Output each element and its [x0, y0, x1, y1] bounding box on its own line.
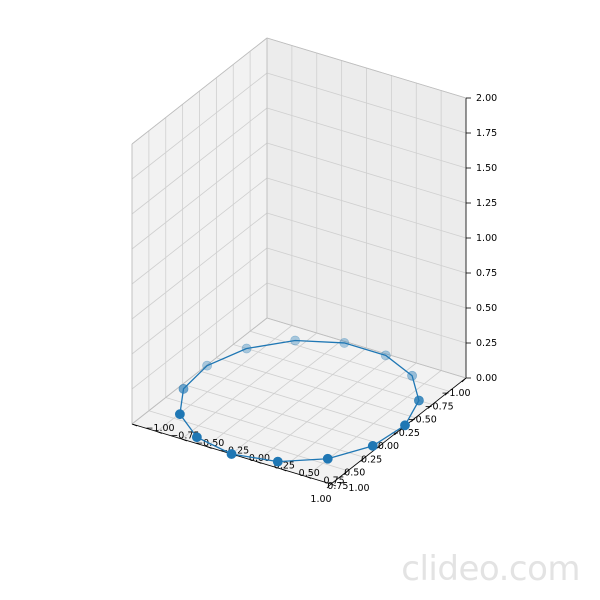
data-point: [339, 338, 350, 348]
x-tick: [461, 377, 467, 383]
grid-line: [182, 383, 382, 445]
z-tick-label: 1.50: [476, 163, 497, 174]
x-tick-label: 0.00: [378, 441, 399, 452]
grid-line: [165, 397, 365, 458]
grid-line: [131, 72, 268, 180]
data-point: [226, 449, 237, 459]
x-tick: [377, 443, 382, 449]
z-tick-label: 1.25: [476, 198, 497, 209]
grid-line: [231, 347, 367, 455]
x-tick: [394, 430, 399, 436]
x-tick-label: −1.00: [441, 388, 470, 399]
data-point: [191, 432, 202, 443]
pane-edge: [266, 37, 467, 99]
data-point: [380, 350, 391, 361]
y-tick: [181, 438, 187, 442]
x-tick-label: −0.25: [391, 428, 420, 439]
grid-line: [266, 107, 467, 169]
x-tick: [326, 483, 332, 489]
grid-line: [281, 362, 417, 470]
pane-edge: [131, 317, 268, 425]
plot-area: [174, 335, 424, 467]
x-tick-label: 0.25: [361, 454, 382, 465]
z-tick-label: 1.75: [476, 128, 497, 139]
data-point: [174, 409, 185, 420]
x-tick-label: −0.75: [425, 401, 454, 412]
z-tick-label: 0.50: [476, 303, 497, 314]
x-tick-label: 0.50: [344, 468, 365, 479]
z-tick-label: 0.75: [476, 268, 497, 279]
grid-line: [266, 72, 467, 134]
z-tick-label: 0.25: [476, 338, 497, 349]
x-tick: [427, 404, 433, 409]
x-tick: [343, 470, 349, 476]
x-tick: [411, 417, 416, 423]
data-point: [414, 395, 424, 406]
z-tick-label: 1.00: [476, 233, 497, 244]
grid-line: [266, 142, 467, 204]
grid-line: [266, 177, 467, 239]
data-point: [272, 456, 283, 467]
y-tick-label: 0.25: [274, 461, 295, 472]
pane-edge: [266, 317, 467, 379]
data-point: [322, 453, 333, 464]
x-tick-label: 1.00: [310, 494, 331, 505]
y-tick-label: 0.75: [324, 476, 345, 487]
series-line: [179, 339, 420, 463]
tick-marks: [131, 97, 471, 489]
y-tick: [330, 483, 337, 487]
z-tick-label: 2.00: [476, 93, 497, 104]
data-point: [202, 360, 213, 371]
y-tick-label: 0.50: [299, 468, 320, 479]
grid-line: [131, 107, 268, 215]
data-point: [400, 420, 410, 431]
data-point: [241, 343, 252, 354]
x-tick-label: −0.50: [408, 415, 437, 426]
data-point: [178, 383, 189, 394]
x-tick: [360, 457, 366, 462]
data-point: [407, 370, 417, 381]
y-tick: [281, 468, 287, 472]
data-point: [367, 441, 378, 451]
grid-line: [131, 177, 268, 285]
x-tick-label: 0.75: [327, 481, 348, 492]
y-tick: [131, 423, 138, 427]
grid-line: [256, 355, 392, 462]
y-tick-label: −1.00: [145, 423, 174, 434]
x-tick: [444, 390, 450, 396]
z-tick-label: 0.00: [476, 373, 497, 384]
y-tick-label: −0.75: [170, 431, 199, 442]
grid-line: [148, 410, 348, 472]
y-tick-label: 1.00: [348, 483, 369, 494]
grid-line: [131, 142, 268, 250]
data-point: [290, 335, 301, 346]
y-tick: [256, 461, 262, 464]
y-tick: [156, 431, 163, 434]
y-tick: [206, 446, 212, 449]
y-tick: [305, 476, 312, 479]
pane-edge: [131, 37, 268, 145]
